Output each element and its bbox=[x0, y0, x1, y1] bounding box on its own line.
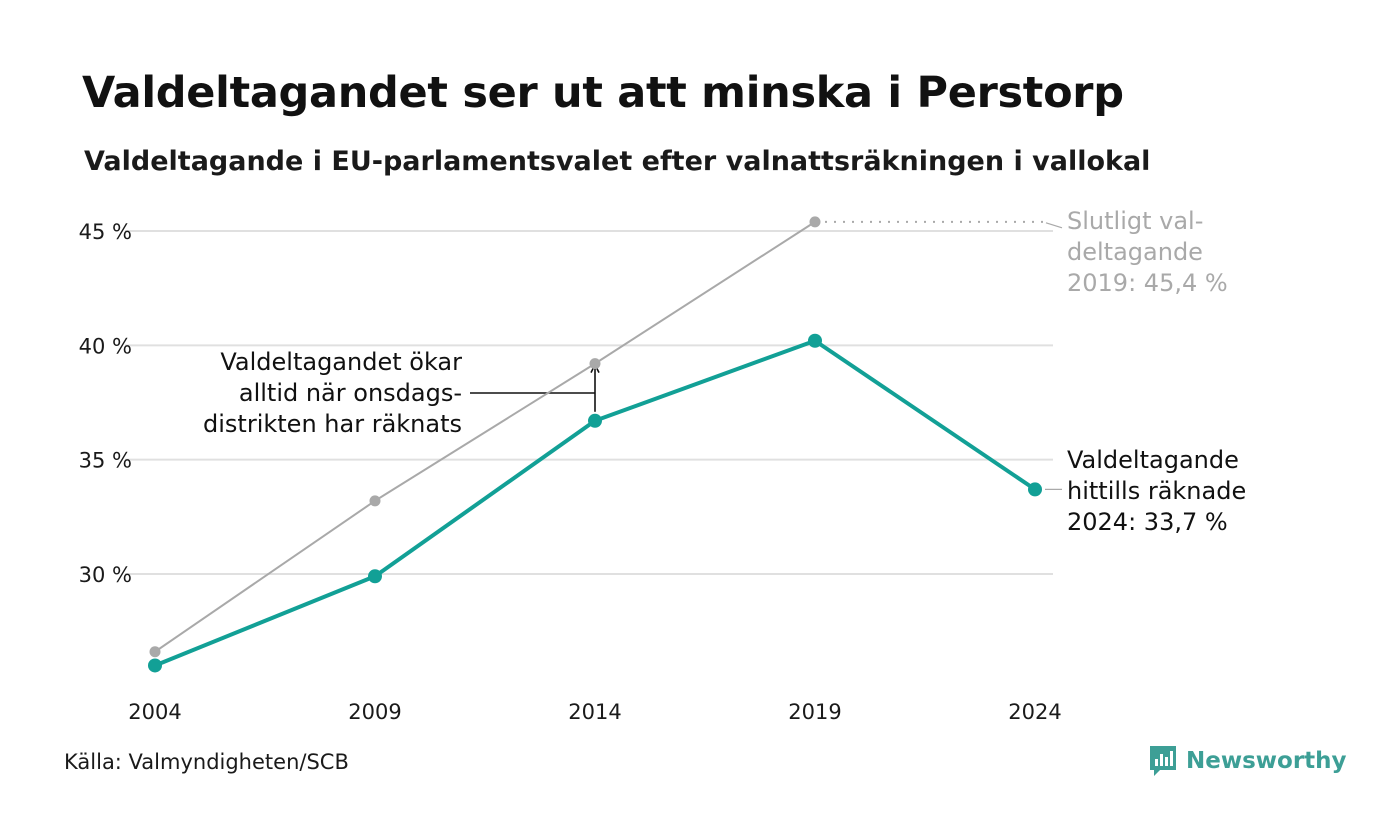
current-turnout-annotation-line: Valdeltagande bbox=[1067, 446, 1239, 474]
x-tick-label: 2019 bbox=[788, 700, 841, 724]
current-turnout-annotation-line: 2024: 33,7 % bbox=[1067, 508, 1228, 536]
y-tick-label: 30 % bbox=[79, 563, 132, 587]
final-point bbox=[809, 216, 821, 228]
chart-subtitle: Valdeltagande i EU-parlamentsvalet efter… bbox=[84, 146, 1151, 177]
y-tick-label: 40 % bbox=[79, 334, 132, 358]
final-label-connector bbox=[1045, 222, 1063, 229]
final-turnout-annotation-line: Slutligt val- bbox=[1067, 207, 1203, 235]
election-night-point bbox=[588, 413, 602, 428]
annotations: Slutligt val-deltagande 2019: 45,4 % Valde… bbox=[203, 207, 1246, 536]
x-tick-label: 2014 bbox=[568, 700, 621, 724]
wednesday-districts-annotation-line: distrikten har räknats bbox=[203, 410, 462, 438]
chart-title: Valdeltagandet ser ut att minska i Perst… bbox=[82, 68, 1124, 118]
wednesday-districts-annotation-line: alltid när onsdags- bbox=[239, 379, 462, 407]
y-tick-label: 45 % bbox=[79, 220, 132, 244]
election-night-point bbox=[148, 658, 162, 673]
election-night-point bbox=[808, 333, 822, 348]
final-turnout-annotation-line: 2019: 45,4 % bbox=[1067, 269, 1228, 297]
final-point bbox=[149, 646, 161, 658]
y-tick-label: 35 % bbox=[79, 449, 132, 473]
source-note: Källa: Valmyndigheten/SCB bbox=[64, 750, 349, 774]
x-axis-tick-labels: 2004 2009 2014 2019 2024 bbox=[128, 700, 1061, 724]
series-final bbox=[149, 216, 821, 658]
brand-logo: Newsworthy bbox=[1148, 744, 1347, 778]
wednesday-districts-annotation: Valdeltagandet ökar alltid när onsdags-di… bbox=[203, 348, 462, 438]
annotation-guides bbox=[470, 220, 1063, 490]
brand-name: Newsworthy bbox=[1186, 748, 1347, 774]
x-tick-label: 2009 bbox=[348, 700, 401, 724]
election-night-point bbox=[368, 569, 382, 584]
final-point bbox=[369, 495, 381, 507]
wednesday-districts-annotation-line: Valdeltagandet ökar bbox=[220, 348, 462, 376]
y-axis-tick-labels: 30 % 35 % 40 % 45 % bbox=[79, 220, 132, 587]
final-turnout-annotation-line: deltagande bbox=[1067, 238, 1203, 266]
current-turnout-annotation-line: hittills räknade bbox=[1067, 477, 1246, 505]
final-point bbox=[589, 358, 601, 370]
election-night-point bbox=[1028, 482, 1042, 497]
final-line bbox=[154, 221, 816, 653]
gridlines bbox=[125, 230, 1053, 575]
x-tick-label: 2024 bbox=[1008, 700, 1061, 724]
series-election-night bbox=[148, 333, 1042, 673]
x-tick-label: 2004 bbox=[128, 700, 181, 724]
final-turnout-annotation: Slutligt val-deltagande 2019: 45,4 % bbox=[1067, 207, 1228, 297]
current-turnout-annotation: Valdeltagande hittills räknade 2024: 33,7 … bbox=[1067, 446, 1246, 536]
newsworthy-logo-icon bbox=[1150, 746, 1176, 776]
